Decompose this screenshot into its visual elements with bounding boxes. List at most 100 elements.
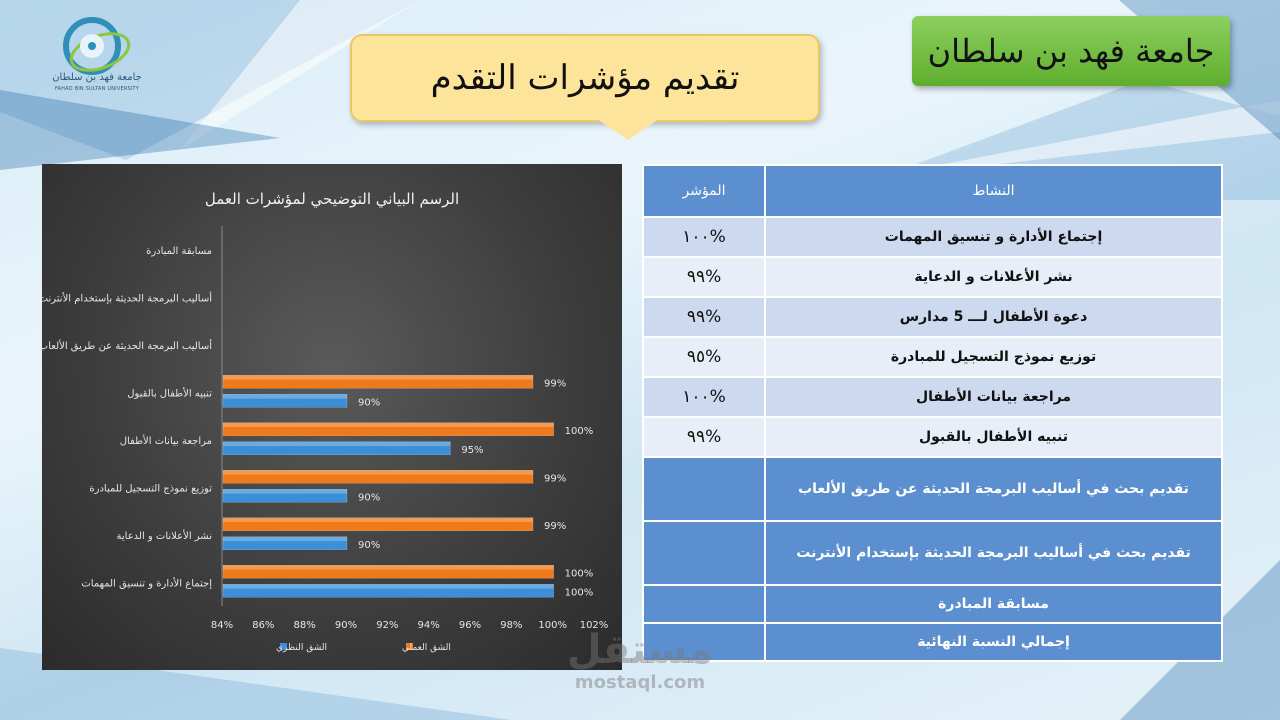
tick-label: 90% xyxy=(335,620,357,631)
tick-label: 96% xyxy=(459,620,481,631)
data-label: 95% xyxy=(461,445,483,456)
table-row: نشر الأعلانات و الدعاية %٩٩ xyxy=(641,256,1223,298)
table-cell-activity: توزيع نموذج التسجيل للمبادرة xyxy=(764,336,1223,378)
bar-highlight xyxy=(223,517,533,523)
bar-highlight xyxy=(223,584,554,589)
table-cell-indicator: %٩٩ xyxy=(641,296,767,338)
bar-highlight xyxy=(223,394,347,399)
category-label: تنبيه الأطفال بالقبول xyxy=(127,386,212,399)
bar-highlight xyxy=(223,565,554,570)
table-cell-activity: تقديم بحث في أساليب البرمجة الحديثة عن ط… xyxy=(764,456,1223,522)
table-cell-indicator xyxy=(641,584,767,624)
indicators-table-wrap: النشاط المؤشر إجتماع الأدارة و تنسيق الم… xyxy=(641,164,1223,662)
legend-label: الشق النظري xyxy=(276,643,327,653)
data-label: 100% xyxy=(565,426,594,437)
chart-svg: الرسم البياني التوضيحي لمؤشرات العمل مساب… xyxy=(42,190,609,653)
bar-practical xyxy=(222,517,534,531)
table-row: دعوة الأطفال لـــ 5 مدارس %٩٩ xyxy=(641,296,1223,338)
bar-highlight xyxy=(223,470,533,475)
watermark-en: mostaql.com xyxy=(574,672,706,693)
table-cell-indicator: %٩٩ xyxy=(641,256,767,298)
table-cell-activity: إجتماع الأدارة و تنسيق المهمات xyxy=(764,216,1223,258)
tick-label: 92% xyxy=(376,620,398,631)
table-cell-indicator: %٩٥ xyxy=(641,336,767,378)
table-cell-indicator xyxy=(641,622,767,662)
tick-label: 86% xyxy=(252,620,274,631)
table-row: مراجعة بيانات الأطفال %١٠٠ xyxy=(641,376,1223,418)
university-logo-icon xyxy=(63,17,131,75)
watermark-ar: مستقل xyxy=(566,627,714,673)
data-label: 99% xyxy=(544,521,566,532)
table-body: إجتماع الأدارة و تنسيق المهمات %١٠٠ نشر ال… xyxy=(641,216,1223,662)
table-row: إجمالي النسبة النهائية xyxy=(641,622,1223,662)
bar-highlight xyxy=(223,489,347,494)
callout-tail xyxy=(590,114,666,140)
chart-title: الرسم البياني التوضيحي لمؤشرات العمل xyxy=(205,190,459,209)
category-label: إجتماع الأدارة و تنسيق المهمات xyxy=(81,576,212,589)
table-cell-indicator xyxy=(641,456,767,522)
table-cell-indicator: %١٠٠ xyxy=(641,216,767,258)
tick-label: 102% xyxy=(580,620,609,631)
watermark: مستقل mostaql.com xyxy=(560,628,720,694)
bar-theoretical xyxy=(222,584,554,598)
tick-label: 98% xyxy=(500,620,522,631)
bar-theoretical xyxy=(222,536,348,550)
category-label: مراجعة بيانات الأطفال xyxy=(120,434,212,447)
tick-label: 88% xyxy=(294,620,316,631)
bar-theoretical xyxy=(222,489,348,503)
table-cell-activity: إجمالي النسبة النهائية xyxy=(764,622,1223,662)
bar-theoretical xyxy=(222,441,451,455)
category-label: مسابقة المبادرة xyxy=(146,246,212,257)
logo-text-en: FAHAD BIN SULTAN UNIVERSITY xyxy=(54,86,140,92)
category-label: نشر الأعلانات و الدعاية xyxy=(117,529,212,542)
table-row: تنبيه الأطفال بالقبول %٩٩ xyxy=(641,416,1223,458)
data-label: 90% xyxy=(358,492,380,503)
bar-practical xyxy=(222,422,554,436)
tick-label: 100% xyxy=(538,620,567,631)
indicators-table: النشاط المؤشر إجتماع الأدارة و تنسيق الم… xyxy=(641,164,1223,662)
table-header-row: النشاط المؤشر xyxy=(641,164,1223,218)
university-name-box: جامعة فهد بن سلطان xyxy=(912,16,1230,86)
legend-label: الشق العملي xyxy=(402,643,451,653)
table-cell-activity: تقديم بحث في أساليب البرمجة الحديثة بإست… xyxy=(764,520,1223,586)
category-label: أساليب البرمجة الحديثة عن طريق الألعاب xyxy=(42,339,212,352)
bar-highlight xyxy=(223,441,451,447)
table-cell-indicator: %١٠٠ xyxy=(641,376,767,418)
table-cell-activity: نشر الأعلانات و الدعاية xyxy=(764,256,1223,298)
legend-swatch xyxy=(406,643,413,650)
table-cell-indicator xyxy=(641,520,767,586)
table-row: تقديم بحث في أساليب البرمجة الحديثة عن ط… xyxy=(641,456,1223,522)
tick-label: 84% xyxy=(211,620,233,631)
bar-highlight xyxy=(223,536,347,542)
bar-practical xyxy=(222,375,534,389)
page-title: تقديم مؤشرات التقدم xyxy=(350,34,820,122)
table-row: إجتماع الأدارة و تنسيق المهمات %١٠٠ xyxy=(641,216,1223,258)
data-label: 99% xyxy=(544,473,566,484)
table-cell-activity: دعوة الأطفال لـــ 5 مدارس xyxy=(764,296,1223,338)
table-row: مسابقة المبادرة xyxy=(641,584,1223,624)
table-cell-activity: مسابقة المبادرة xyxy=(764,584,1223,624)
table-row: تقديم بحث في أساليب البرمجة الحديثة بإست… xyxy=(641,520,1223,586)
bar-practical xyxy=(222,470,534,484)
tick-label: 94% xyxy=(418,620,440,631)
bar-practical xyxy=(222,565,554,579)
data-label: 90% xyxy=(358,397,380,408)
header-activity: النشاط xyxy=(764,164,1223,218)
bar-chart: الرسم البياني التوضيحي لمؤشرات العمل مساب… xyxy=(42,164,622,670)
bar-theoretical xyxy=(222,394,348,408)
category-label: توزيع نموذج التسجيل للمبادرة xyxy=(89,483,212,494)
data-label: 90% xyxy=(358,540,380,551)
data-label: 99% xyxy=(544,378,566,389)
category-label: أساليب البرمجة الحديثة بإستخدام الأنترنت xyxy=(42,291,212,304)
table-cell-activity: مراجعة بيانات الأطفال xyxy=(764,376,1223,418)
header-indicator: المؤشر xyxy=(641,164,767,218)
logo-text-ar: جامعة فهد بن سلطان xyxy=(52,72,142,83)
data-label: 100% xyxy=(565,568,594,579)
table-cell-activity: تنبيه الأطفال بالقبول xyxy=(764,416,1223,458)
data-label: 100% xyxy=(565,587,594,598)
bar-highlight xyxy=(223,375,533,380)
legend-swatch xyxy=(280,643,287,650)
bar-highlight xyxy=(223,422,554,428)
table-row: توزيع نموذج التسجيل للمبادرة %٩٥ xyxy=(641,336,1223,378)
table-cell-indicator: %٩٩ xyxy=(641,416,767,458)
